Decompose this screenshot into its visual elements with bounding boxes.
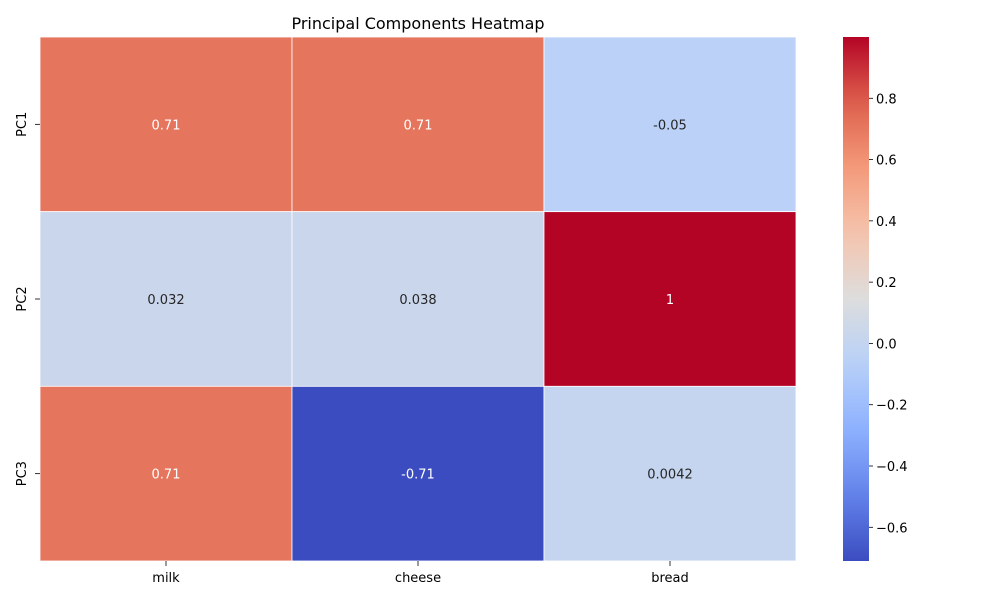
- cell-value-label: -0.71: [401, 468, 435, 483]
- cell-value-label: 0.71: [404, 118, 433, 133]
- heatmap-cell: [39, 211, 293, 387]
- colorbar-tick-label: −0.4: [876, 460, 908, 475]
- cell-value-label: 1: [666, 293, 674, 308]
- heatmap-cell: [291, 385, 545, 562]
- colorbar-gradient: [843, 37, 869, 561]
- colorbar: −0.6 −0.4 −0.2 0.0 0.2 0.4 0.6 0.8: [843, 37, 908, 561]
- heatmap-cell: [39, 385, 293, 562]
- cell-value-label: 0.032: [147, 293, 184, 308]
- cell-value-label: -0.05: [653, 118, 687, 133]
- x-tick-label: milk: [152, 571, 180, 586]
- heatmap-cells: 0.71 0.71 -0.05 0.032 0.038 1 0.71 -0.71 0.0042: [39, 36, 797, 562]
- colorbar-tick-label: 0.8: [876, 92, 897, 107]
- colorbar-tick-label: 0.2: [876, 276, 897, 291]
- cell-value-label: 0.038: [399, 293, 436, 308]
- y-tick-label: PC1: [15, 112, 30, 137]
- heatmap-cell: [291, 211, 545, 387]
- chart-title: Principal Components Heatmap: [291, 14, 544, 33]
- heatmap-cell: [291, 36, 545, 213]
- colorbar-tick-label: −0.2: [876, 399, 908, 414]
- heatmap-cell: [39, 36, 293, 213]
- y-tick-label: PC3: [15, 461, 30, 486]
- colorbar-tick-label: −0.6: [876, 521, 908, 536]
- x-tick-label: bread: [651, 571, 689, 586]
- colorbar-tick-label: 0.4: [876, 215, 897, 230]
- cell-value-label: 0.71: [152, 118, 181, 133]
- y-tick-label: PC2: [15, 286, 30, 311]
- x-tick-label: cheese: [395, 571, 441, 586]
- heatmap-cell: [543, 211, 797, 387]
- cell-value-label: 0.71: [152, 468, 181, 483]
- colorbar-tick-label: 0.0: [876, 337, 897, 352]
- colorbar-tick-label: 0.6: [876, 154, 897, 169]
- x-axis: milk cheese bread: [152, 561, 689, 586]
- cell-value-label: 0.0042: [647, 468, 693, 483]
- y-axis: PC1 PC2 PC3: [15, 112, 40, 486]
- heatmap-cell: [543, 36, 797, 213]
